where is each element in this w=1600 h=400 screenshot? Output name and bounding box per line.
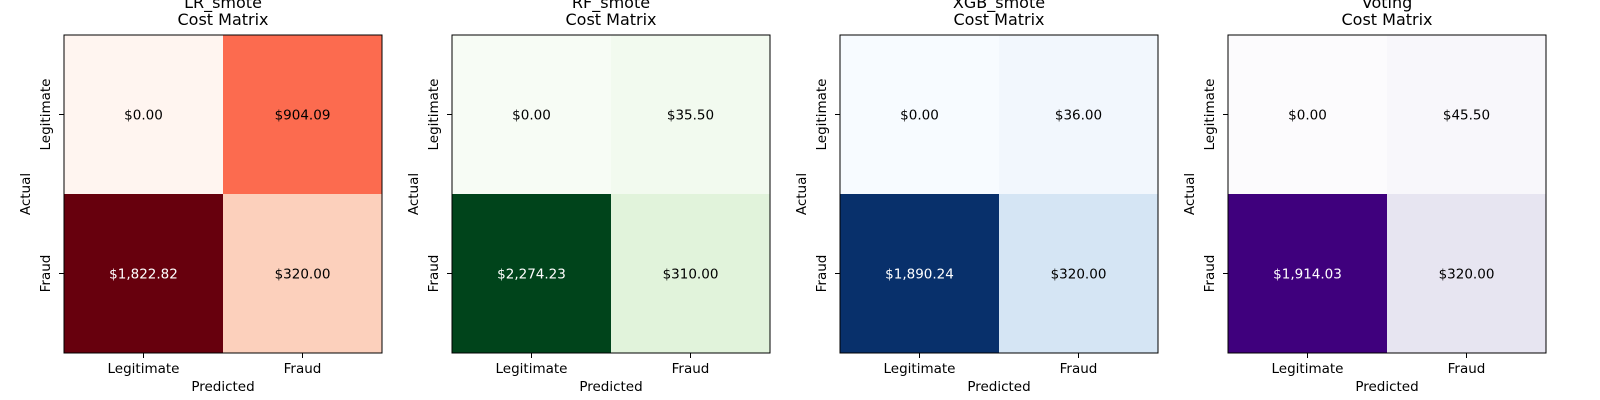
heatmap-cell bbox=[840, 35, 999, 194]
heatmap-cell bbox=[1387, 194, 1546, 353]
cell-value-label: $310.00 bbox=[663, 267, 719, 283]
cell-value-label: $2,274.23 bbox=[497, 267, 566, 283]
y-tick-label: Legitimate bbox=[426, 79, 442, 151]
heatmap-cell bbox=[452, 35, 611, 194]
chart-title: RF_smote Cost Matrix bbox=[565, 0, 656, 29]
heatmap-cell bbox=[64, 35, 223, 194]
x-tick-label: Legitimate bbox=[1272, 361, 1344, 377]
plot-frame bbox=[63, 34, 383, 354]
cell-value-label: $36.00 bbox=[1055, 108, 1102, 124]
x-tick-label: Fraud bbox=[284, 361, 322, 377]
cell-value-label: $0.00 bbox=[512, 108, 551, 124]
cell-value-label: $320.00 bbox=[275, 267, 331, 283]
heatmap-cell bbox=[1228, 194, 1387, 353]
cell-value-label: $0.00 bbox=[1288, 108, 1327, 124]
x-axis-label: Predicted bbox=[579, 379, 642, 395]
heatmap-cell bbox=[1228, 35, 1387, 194]
cost-matrix-panel-2: $0.00 $35.50 $2,274.23 $310.00 Legitimate Fra… bbox=[406, 0, 771, 395]
plot-frame bbox=[839, 34, 1159, 354]
heatmap-cell bbox=[999, 35, 1158, 194]
chart-title: LR_smote Cost Matrix bbox=[177, 0, 268, 29]
heatmap-cell bbox=[452, 194, 611, 353]
x-tick-label: Fraud bbox=[1448, 361, 1486, 377]
y-axis-label: Actual bbox=[1182, 173, 1198, 215]
cost-matrix-panel-1: $0.00 $904.09 $1,822.82 $320.00 Legitimate Fr… bbox=[18, 0, 383, 395]
cell-value-label: $45.50 bbox=[1443, 108, 1490, 124]
heatmap-cell bbox=[223, 35, 382, 194]
cell-value-label: $1,822.82 bbox=[109, 267, 178, 283]
y-tick-label: Legitimate bbox=[1202, 79, 1218, 151]
heatmap-cell bbox=[64, 194, 223, 353]
cell-value-label: $0.00 bbox=[900, 108, 939, 124]
x-tick-label: Fraud bbox=[1060, 361, 1098, 377]
cell-value-label: $320.00 bbox=[1051, 267, 1107, 283]
y-axis-label: Actual bbox=[18, 173, 34, 215]
x-axis-label: Predicted bbox=[191, 379, 254, 395]
cell-value-label: $320.00 bbox=[1439, 267, 1495, 283]
y-axis-label: Actual bbox=[794, 173, 810, 215]
y-tick-label: Legitimate bbox=[38, 79, 54, 151]
heatmap-cell bbox=[611, 35, 770, 194]
x-tick-label: Fraud bbox=[672, 361, 710, 377]
cost-matrix-panel-4: $0.00 $45.50 $1,914.03 $320.00 Legitimate Fra… bbox=[1182, 0, 1547, 395]
cell-value-label: $0.00 bbox=[124, 108, 163, 124]
plot-frame bbox=[451, 34, 771, 354]
x-tick-label: Legitimate bbox=[108, 361, 180, 377]
x-axis-label: Predicted bbox=[1355, 379, 1418, 395]
y-tick-label: Fraud bbox=[38, 255, 54, 293]
y-tick-label: Fraud bbox=[426, 255, 442, 293]
heatmap-cell bbox=[223, 194, 382, 353]
y-tick-label: Legitimate bbox=[814, 79, 830, 151]
cell-value-label: $35.50 bbox=[667, 108, 714, 124]
cell-value-label: $1,890.24 bbox=[885, 267, 954, 283]
cell-value-label: $1,914.03 bbox=[1273, 267, 1342, 283]
heatmap-cell bbox=[1387, 35, 1546, 194]
heatmap-cell bbox=[611, 194, 770, 353]
chart-title: XGB_smote Cost Matrix bbox=[953, 0, 1045, 29]
heatmap-cell bbox=[840, 194, 999, 353]
x-tick-label: Legitimate bbox=[884, 361, 956, 377]
y-axis-label: Actual bbox=[406, 173, 422, 215]
heatmap-cell bbox=[999, 194, 1158, 353]
y-tick-label: Fraud bbox=[814, 255, 830, 293]
plot-frame bbox=[1227, 34, 1547, 354]
x-tick-label: Legitimate bbox=[496, 361, 568, 377]
cell-value-label: $904.09 bbox=[275, 108, 331, 124]
y-tick-label: Fraud bbox=[1202, 255, 1218, 293]
cost-matrix-panel-3: $0.00 $36.00 $1,890.24 $320.00 Legitimate Fra… bbox=[794, 0, 1159, 395]
x-axis-label: Predicted bbox=[967, 379, 1030, 395]
chart-title: Voting Cost Matrix bbox=[1341, 0, 1432, 29]
